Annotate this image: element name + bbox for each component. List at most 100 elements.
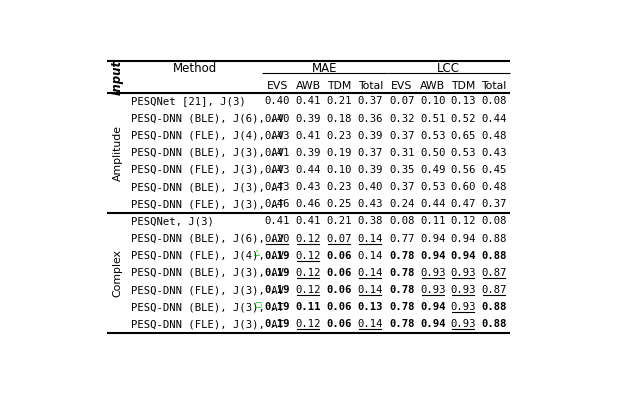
Text: 0.43: 0.43 <box>265 165 290 175</box>
Text: 0.06: 0.06 <box>326 320 351 329</box>
Text: 0.93: 0.93 <box>451 320 476 329</box>
Text: 0.12: 0.12 <box>296 285 321 295</box>
Text: 0.19: 0.19 <box>326 148 351 158</box>
Text: 0.06: 0.06 <box>326 251 351 261</box>
Text: PESQ-DNN (BLE), J(3), AV: PESQ-DNN (BLE), J(3), AV <box>131 268 284 278</box>
Text: 0.06: 0.06 <box>326 285 351 295</box>
Text: TDM: TDM <box>451 81 476 90</box>
Text: 0.40: 0.40 <box>265 113 290 124</box>
Text: Input: Input <box>111 60 124 94</box>
Text: 0.14: 0.14 <box>358 320 383 329</box>
Text: △: △ <box>254 248 260 257</box>
Text: 0.88: 0.88 <box>481 251 507 261</box>
Text: 0.11: 0.11 <box>420 216 445 226</box>
Text: 0.56: 0.56 <box>451 165 476 175</box>
Text: AWB: AWB <box>420 81 445 90</box>
Text: 0.18: 0.18 <box>326 113 351 124</box>
Text: 0.65: 0.65 <box>451 131 476 141</box>
Text: 0.44: 0.44 <box>420 199 445 209</box>
Text: 0.43: 0.43 <box>358 199 383 209</box>
Text: 0.36: 0.36 <box>358 113 383 124</box>
Text: 0.12: 0.12 <box>296 251 321 261</box>
Text: 0.87: 0.87 <box>481 285 507 295</box>
Text: 0.93: 0.93 <box>420 285 445 295</box>
Text: 0.93: 0.93 <box>451 268 476 278</box>
Text: PESQ-DNN (FLE), J(4), AV: PESQ-DNN (FLE), J(4), AV <box>131 131 284 141</box>
Text: PESQNet, J(3): PESQNet, J(3) <box>131 216 214 226</box>
Text: 0.94: 0.94 <box>420 234 445 243</box>
Text: 0.44: 0.44 <box>296 165 321 175</box>
Text: 0.11: 0.11 <box>296 302 321 312</box>
Text: 0.25: 0.25 <box>326 199 351 209</box>
Text: 0.23: 0.23 <box>326 131 351 141</box>
Text: 0.88: 0.88 <box>481 234 507 243</box>
Text: 0.19: 0.19 <box>265 320 290 329</box>
Text: 0.47: 0.47 <box>451 199 476 209</box>
Text: PESQ-DNN (BLE), J(6), AV: PESQ-DNN (BLE), J(6), AV <box>131 234 284 243</box>
Text: 0.39: 0.39 <box>296 148 321 158</box>
Text: PESQ-DNN (FLE), J(4), AV: PESQ-DNN (FLE), J(4), AV <box>131 251 284 261</box>
Text: 0.49: 0.49 <box>420 165 445 175</box>
Text: PESQ-DNN (BLE), J(3), AV: PESQ-DNN (BLE), J(3), AV <box>131 148 284 158</box>
Text: PESQ-DNN (FLE), J(3), AT: PESQ-DNN (FLE), J(3), AT <box>131 320 284 329</box>
Text: 0.77: 0.77 <box>389 234 415 243</box>
Text: 0.10: 0.10 <box>420 96 445 107</box>
Text: 0.93: 0.93 <box>420 268 445 278</box>
Text: 0.08: 0.08 <box>481 96 507 107</box>
Text: 0.06: 0.06 <box>326 302 351 312</box>
Text: 0.12: 0.12 <box>296 320 321 329</box>
Text: 0.78: 0.78 <box>389 285 415 295</box>
Text: 0.23: 0.23 <box>326 182 351 192</box>
Text: 0.37: 0.37 <box>389 131 415 141</box>
Text: 0.12: 0.12 <box>296 234 321 243</box>
Text: 0.41: 0.41 <box>296 216 321 226</box>
Text: PESQ-DNN (FLE), J(3), AV: PESQ-DNN (FLE), J(3), AV <box>131 165 284 175</box>
Text: 0.88: 0.88 <box>481 320 507 329</box>
Text: 0.46: 0.46 <box>296 199 321 209</box>
Text: PESQ-DNN (FLE), J(3), AV: PESQ-DNN (FLE), J(3), AV <box>131 285 284 295</box>
Text: Method: Method <box>173 62 217 75</box>
Text: 0.12: 0.12 <box>296 268 321 278</box>
Text: 0.78: 0.78 <box>389 268 415 278</box>
Text: 0.94: 0.94 <box>420 320 445 329</box>
Text: 0.21: 0.21 <box>326 96 351 107</box>
Text: 0.44: 0.44 <box>481 113 507 124</box>
Text: Amplitude: Amplitude <box>113 125 123 181</box>
Text: 0.37: 0.37 <box>389 182 415 192</box>
Text: PESQ-DNN (BLE), J(6), AV: PESQ-DNN (BLE), J(6), AV <box>131 113 284 124</box>
Text: 0.53: 0.53 <box>420 182 445 192</box>
Text: PESQ-DNN (FLE), J(3), AT: PESQ-DNN (FLE), J(3), AT <box>131 199 284 209</box>
Text: 0.40: 0.40 <box>358 182 383 192</box>
Text: 0.19: 0.19 <box>265 302 290 312</box>
Text: EVS: EVS <box>391 81 413 90</box>
Text: 0.53: 0.53 <box>451 148 476 158</box>
Text: 0.07: 0.07 <box>326 234 351 243</box>
Text: 0.14: 0.14 <box>358 268 383 278</box>
Text: 0.10: 0.10 <box>326 165 351 175</box>
Text: 0.50: 0.50 <box>420 148 445 158</box>
Text: 0.12: 0.12 <box>451 216 476 226</box>
Text: 0.94: 0.94 <box>420 302 445 312</box>
Text: 0.93: 0.93 <box>451 285 476 295</box>
Text: 0.20: 0.20 <box>265 234 290 243</box>
Text: 0.07: 0.07 <box>389 96 415 107</box>
Text: 0.94: 0.94 <box>420 251 445 261</box>
Text: 0.53: 0.53 <box>420 131 445 141</box>
Text: 0.60: 0.60 <box>451 182 476 192</box>
Text: 0.39: 0.39 <box>296 113 321 124</box>
Text: 0.13: 0.13 <box>451 96 476 107</box>
Text: 0.38: 0.38 <box>358 216 383 226</box>
Text: MAE: MAE <box>312 62 337 75</box>
Text: PESQ-DNN (BLE), J(3), AT: PESQ-DNN (BLE), J(3), AT <box>131 182 284 192</box>
Text: 0.39: 0.39 <box>358 165 383 175</box>
Text: 0.37: 0.37 <box>358 96 383 107</box>
Text: 0.19: 0.19 <box>265 285 290 295</box>
Text: 0.08: 0.08 <box>481 216 507 226</box>
Text: Total: Total <box>481 81 507 90</box>
Text: 0.35: 0.35 <box>389 165 415 175</box>
Text: 0.14: 0.14 <box>358 285 383 295</box>
Text: 0.41: 0.41 <box>265 148 290 158</box>
Text: 0.13: 0.13 <box>358 302 383 312</box>
Text: 0.19: 0.19 <box>265 268 290 278</box>
Text: 0.94: 0.94 <box>451 251 476 261</box>
